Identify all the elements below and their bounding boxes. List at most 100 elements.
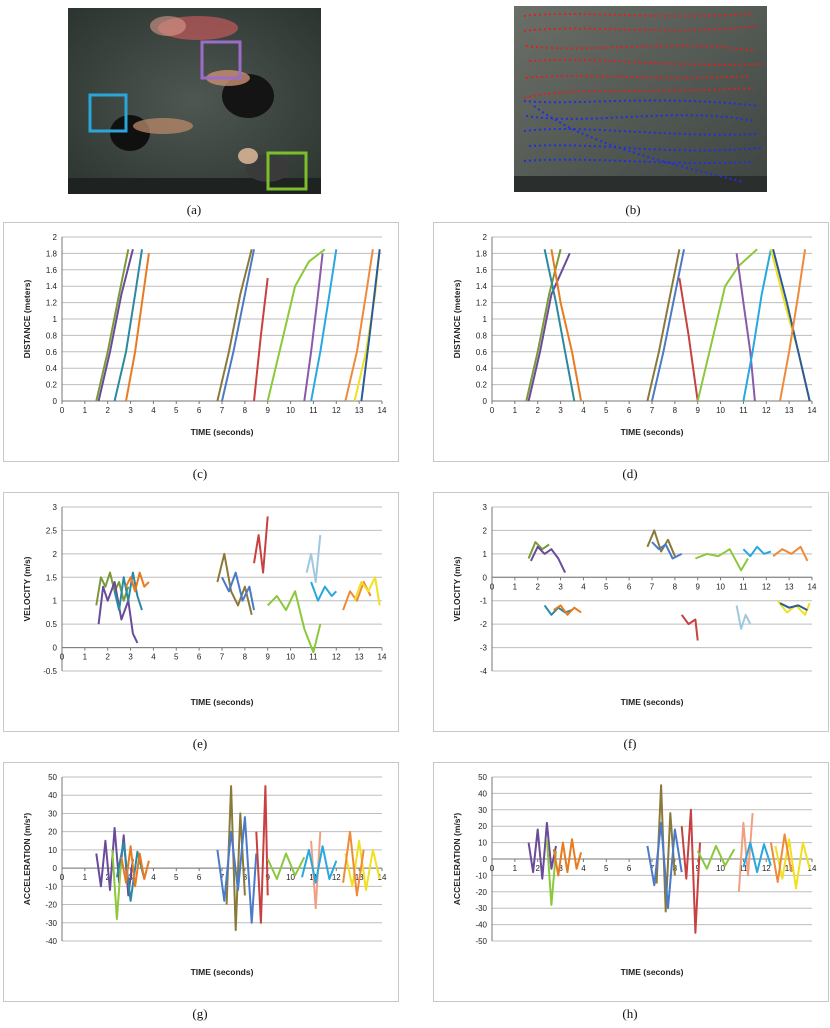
series-line bbox=[97, 581, 139, 644]
caption-f: (f) bbox=[623, 736, 637, 751]
caption-b: (b) bbox=[625, 202, 641, 217]
y-tick-label: 1.2 bbox=[476, 299, 488, 308]
x-tick-label: 4 bbox=[151, 653, 156, 662]
x-tick-label: 10 bbox=[286, 873, 295, 882]
x-tick-label: 12 bbox=[762, 864, 771, 873]
y-tick-label: 1.5 bbox=[46, 573, 58, 582]
x-tick-label: 5 bbox=[174, 653, 179, 662]
chart-panel-d: 0 0.2 0.4 0.6 0.8 1 1.2 1.4 1.6 1.8 2 0 1 2 3 4 5 6 7 8 9 10 1… bbox=[433, 222, 829, 462]
series-line bbox=[742, 841, 772, 874]
y-tick-label: 0.6 bbox=[476, 348, 488, 357]
y-tick-label: 40 bbox=[478, 789, 487, 798]
series-line bbox=[553, 604, 582, 616]
x-tick-label: 6 bbox=[197, 653, 202, 662]
y-tick-label: -50 bbox=[475, 937, 487, 946]
x-tick-label: 9 bbox=[265, 406, 270, 415]
series-line bbox=[255, 785, 269, 924]
x-tick-label: 9 bbox=[695, 406, 700, 415]
y-tick-label: 1.2 bbox=[46, 299, 58, 308]
caption-g: (g) bbox=[192, 1006, 208, 1021]
y-tick-label: 1 bbox=[53, 315, 58, 324]
y-tick-label: 0.6 bbox=[46, 348, 58, 357]
series-line bbox=[266, 248, 326, 402]
x-tick-label: 6 bbox=[627, 406, 632, 415]
y-tick-label: -10 bbox=[45, 882, 57, 891]
series-line bbox=[779, 249, 807, 402]
x-tick-label: 14 bbox=[808, 582, 817, 591]
series-line bbox=[353, 249, 381, 402]
series-line bbox=[310, 581, 338, 602]
x-tick-label: 1 bbox=[513, 864, 518, 873]
series-line bbox=[95, 571, 130, 606]
x-tick-label: 8 bbox=[673, 406, 678, 415]
series-line bbox=[266, 852, 306, 880]
x-tick-label: 2 bbox=[535, 406, 540, 415]
x-tick-label: 3 bbox=[558, 864, 563, 873]
y-tick-label: 30 bbox=[48, 809, 57, 818]
y-tick-label: 0.8 bbox=[476, 331, 488, 340]
series-line bbox=[305, 535, 322, 583]
x-tick-label: 0 bbox=[60, 653, 65, 662]
x-tick-label: 13 bbox=[355, 653, 364, 662]
x-axis-title: TIME (seconds) bbox=[191, 427, 254, 437]
y-tick-label: 30 bbox=[478, 806, 487, 815]
x-tick-label: 5 bbox=[604, 582, 609, 591]
x-tick-label: 3 bbox=[128, 653, 133, 662]
x-tick-label: 3 bbox=[558, 582, 563, 591]
y-tick-label: 2 bbox=[53, 550, 58, 559]
x-tick-label: 0 bbox=[60, 873, 65, 882]
x-tick-label: 1 bbox=[83, 653, 88, 662]
chart-e-svg: -0.500.511.522.530 1 2 3 4 5 6 7 8 9 10 11 12 13 14TIM… bbox=[22, 503, 387, 707]
y-tick-label: 1.4 bbox=[476, 282, 488, 291]
series-line bbox=[772, 545, 809, 562]
y-tick-label: 0.4 bbox=[476, 364, 488, 373]
box-blue bbox=[88, 93, 128, 133]
series-line bbox=[97, 249, 134, 402]
x-tick-label: 7 bbox=[220, 406, 225, 415]
x-tick-label: 1 bbox=[513, 406, 518, 415]
series-line bbox=[774, 838, 811, 890]
y-tick-label: 0 bbox=[53, 397, 58, 406]
caption-d: (d) bbox=[622, 466, 638, 481]
y-tick-label: 50 bbox=[48, 773, 57, 782]
x-tick-label: 6 bbox=[627, 582, 632, 591]
x-tick-label: 10 bbox=[716, 582, 725, 591]
series-line bbox=[344, 249, 374, 402]
series-line bbox=[543, 249, 576, 402]
series-line bbox=[680, 808, 701, 934]
y-tick-label: 1.6 bbox=[476, 266, 488, 275]
y-tick-label: 10 bbox=[48, 846, 57, 855]
series-line bbox=[527, 541, 550, 559]
series-line bbox=[646, 529, 676, 557]
series-line bbox=[125, 571, 150, 593]
x-tick-label: 12 bbox=[332, 406, 341, 415]
x-tick-label: 7 bbox=[220, 653, 225, 662]
series-line bbox=[527, 821, 557, 880]
x-tick-label: 8 bbox=[243, 873, 248, 882]
x-tick-label: 11 bbox=[739, 582, 748, 591]
x-tick-label: 4 bbox=[151, 406, 156, 415]
y-tick-label: 40 bbox=[48, 791, 57, 800]
box-purple bbox=[200, 40, 242, 80]
x-axis-title: TIME (seconds) bbox=[621, 697, 684, 707]
y-tick-label: -30 bbox=[45, 919, 57, 928]
series-line bbox=[310, 249, 338, 402]
y-tick-label: 2 bbox=[483, 233, 488, 242]
series-line bbox=[120, 845, 150, 888]
y-tick-label: 3 bbox=[483, 503, 488, 512]
caption-e: (e) bbox=[192, 736, 208, 751]
x-tick-label: 2 bbox=[535, 864, 540, 873]
y-axis-title: ACCELERATION (m/s²) bbox=[452, 813, 462, 906]
x-tick-label: 2 bbox=[105, 653, 110, 662]
y-tick-label: 1 bbox=[483, 315, 488, 324]
x-tick-label: 10 bbox=[286, 406, 295, 415]
x-tick-label: 14 bbox=[808, 864, 817, 873]
y-axis-title: VELOCITY (m/s) bbox=[452, 556, 462, 621]
x-tick-label: 13 bbox=[785, 406, 794, 415]
y-tick-label: 1.6 bbox=[46, 266, 58, 275]
caption-c: (c) bbox=[192, 466, 208, 481]
x-tick-label: 12 bbox=[332, 653, 341, 662]
series-line bbox=[742, 249, 772, 402]
x-tick-label: 5 bbox=[174, 406, 179, 415]
